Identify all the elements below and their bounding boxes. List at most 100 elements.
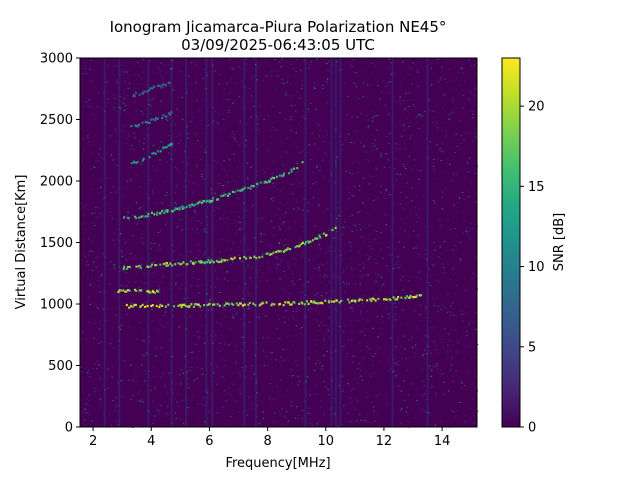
echo-cell xyxy=(296,245,299,248)
noise-cell xyxy=(241,81,243,82)
noise-cell xyxy=(315,108,317,110)
noise-cell xyxy=(375,148,378,150)
noise-cell xyxy=(116,82,118,84)
noise-cell xyxy=(89,106,91,108)
noise-cell xyxy=(351,389,353,391)
noise-cell xyxy=(459,120,461,122)
echo-cell xyxy=(134,215,137,218)
noise-cell xyxy=(330,297,332,299)
noise-cell xyxy=(197,338,200,340)
noise-cell xyxy=(238,216,240,218)
noise-cell xyxy=(350,402,352,404)
noise-cell xyxy=(275,256,277,258)
noise-cell xyxy=(281,288,284,290)
noise-cell xyxy=(472,273,474,275)
noise-cell xyxy=(237,372,240,374)
noise-cell xyxy=(289,119,292,121)
noise-cell xyxy=(407,394,410,396)
noise-cell xyxy=(356,172,359,174)
noise-cell xyxy=(187,228,190,230)
noise-cell xyxy=(349,397,351,399)
noise-cell xyxy=(323,414,325,416)
noise-cell xyxy=(466,335,468,337)
noise-cell xyxy=(181,284,183,286)
echo-cell xyxy=(132,305,135,308)
echo-cell xyxy=(151,86,154,89)
noise-cell xyxy=(411,187,413,189)
noise-cell xyxy=(113,267,116,269)
noise-cell xyxy=(381,91,383,93)
echo-cell xyxy=(248,301,251,304)
echo-cell xyxy=(233,256,236,259)
noise-cell xyxy=(88,141,90,143)
noise-cell xyxy=(393,185,395,187)
noise-cell xyxy=(109,401,112,402)
noise-cell xyxy=(348,244,351,246)
noise-cell xyxy=(168,339,170,341)
noise-cell xyxy=(99,399,101,401)
noise-cell xyxy=(222,191,225,193)
noise-cell xyxy=(301,80,304,82)
noise-cell xyxy=(318,135,321,137)
noise-cell xyxy=(251,366,254,368)
noise-cell xyxy=(278,242,280,244)
noise-cell xyxy=(170,284,172,286)
noise-cell xyxy=(114,243,116,245)
noise-cell xyxy=(473,64,476,66)
echo-cell xyxy=(314,301,317,305)
echo-cell xyxy=(188,305,191,308)
noise-cell xyxy=(114,406,116,408)
noise-cell xyxy=(464,177,466,179)
noise-cell xyxy=(288,207,290,209)
noise-cell xyxy=(359,283,361,285)
echo-cell xyxy=(223,259,226,262)
noise-cell xyxy=(248,365,251,366)
noise-cell xyxy=(474,172,476,174)
noise-cell xyxy=(127,139,129,141)
echo-cell xyxy=(240,189,243,192)
noise-cell xyxy=(165,224,167,226)
noise-cell xyxy=(224,316,226,317)
noise-cell xyxy=(121,129,123,130)
noise-cell xyxy=(415,221,418,223)
noise-cell xyxy=(167,413,169,415)
noise-cell xyxy=(192,192,195,194)
noise-cell xyxy=(347,382,349,384)
noise-cell xyxy=(212,64,214,66)
noise-cell xyxy=(91,270,94,272)
noise-cell xyxy=(237,166,240,168)
noise-cell xyxy=(376,316,378,318)
echo-cell xyxy=(138,289,141,292)
noise-cell xyxy=(222,185,225,186)
noise-cell xyxy=(470,65,473,67)
noise-cell xyxy=(211,230,214,232)
noise-cell xyxy=(142,330,145,332)
noise-cell xyxy=(213,179,216,181)
echo-cell xyxy=(307,241,310,244)
noise-cell xyxy=(303,364,306,366)
noise-cell xyxy=(140,399,142,401)
noise-cell xyxy=(424,254,427,255)
noise-cell xyxy=(100,187,102,189)
noise-cell xyxy=(115,405,117,407)
noise-cell xyxy=(100,397,102,399)
echo-cell xyxy=(200,201,203,205)
noise-cell xyxy=(147,410,150,412)
noise-cell xyxy=(448,114,451,115)
noise-cell xyxy=(82,105,85,107)
noise-cell xyxy=(141,353,143,355)
noise-cell xyxy=(245,58,247,60)
echo-cell xyxy=(197,260,200,263)
echo-cell xyxy=(151,263,153,266)
noise-cell xyxy=(210,308,213,310)
noise-cell xyxy=(307,280,309,282)
noise-cell xyxy=(137,307,139,309)
noise-cell xyxy=(379,243,382,244)
echo-cell xyxy=(137,265,140,268)
noise-cell xyxy=(417,71,419,73)
noise-cell xyxy=(189,369,191,371)
noise-cell xyxy=(336,263,339,265)
echo-cell xyxy=(147,121,150,124)
noise-cell xyxy=(443,393,445,395)
noise-cell xyxy=(208,425,210,427)
